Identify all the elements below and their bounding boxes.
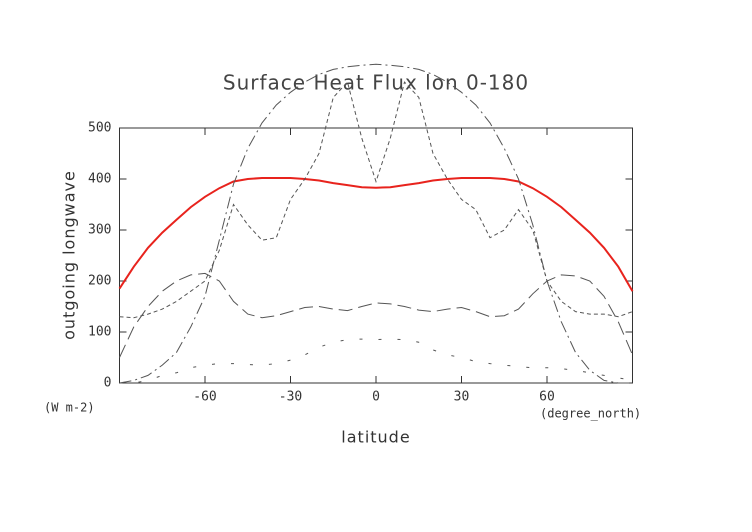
- x-tick-label: 60: [539, 390, 555, 405]
- series-line: [119, 81, 633, 319]
- series-line: [119, 338, 633, 384]
- y-tick-label: 100: [88, 325, 111, 340]
- chart-title: Surface Heat Flux lon 0-180: [223, 71, 529, 95]
- x-unit: (degree_north): [540, 407, 641, 421]
- y-axis-label: outgoing longwave: [60, 170, 79, 340]
- plot-frame: [119, 127, 633, 384]
- x-tick-label: -30: [279, 390, 302, 405]
- x-tick-label: 0: [372, 390, 380, 405]
- series-line: [119, 63, 633, 384]
- y-tick-label: 200: [88, 274, 111, 289]
- x-tick-label: -60: [193, 390, 216, 405]
- series-line: [118, 177, 634, 292]
- x-tick-label: 30: [454, 390, 470, 405]
- y-tick-label: 500: [88, 121, 111, 136]
- y-tick-label: 300: [88, 223, 111, 238]
- y-unit: (W m-2): [44, 401, 95, 415]
- x-axis-label: latitude: [341, 428, 410, 447]
- y-tick-label: 400: [88, 172, 111, 187]
- y-tick-label: 0: [104, 376, 112, 391]
- series-line: [119, 272, 633, 358]
